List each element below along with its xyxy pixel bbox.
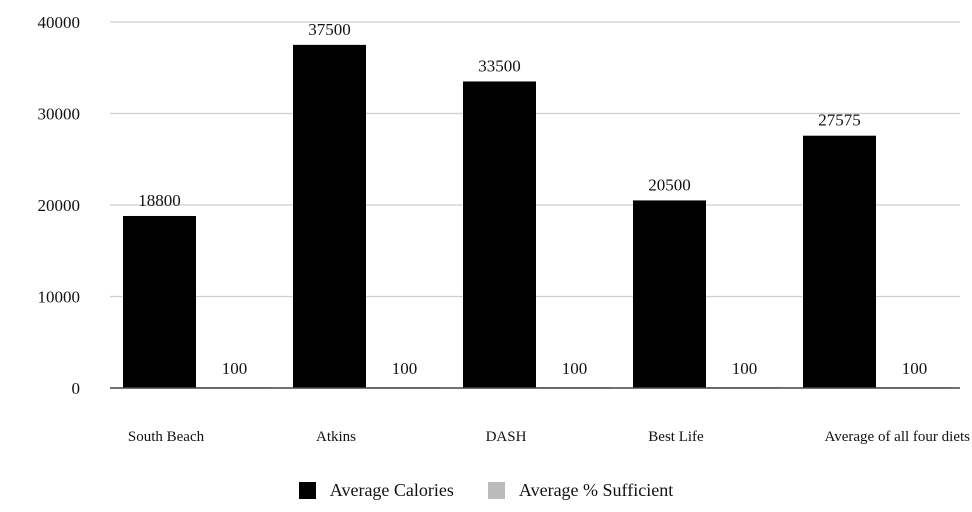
y-tick-label: 40000 (38, 13, 81, 32)
data-label-average-calories: 27575 (818, 111, 861, 130)
x-category-label: Best Life (648, 429, 704, 445)
legend: Average Calories Average % Sufficient (0, 480, 972, 501)
legend-item-average-sufficient: Average % Sufficient (487, 480, 674, 501)
bar-average-calories (803, 135, 876, 388)
data-label-average-calories: 18800 (138, 191, 181, 210)
x-category-label: DASH (486, 429, 527, 445)
x-category-label: South Beach (128, 429, 205, 445)
legend-swatch-average-calories (298, 482, 316, 499)
data-label-average-sufficient: 100 (902, 359, 928, 378)
y-tick-label: 30000 (38, 105, 81, 124)
x-category-label: Atkins (316, 429, 356, 445)
data-label-average-sufficient: 100 (562, 359, 588, 378)
y-tick-label: 20000 (38, 196, 81, 215)
y-tick-label: 10000 (38, 288, 81, 307)
data-label-average-calories: 33500 (478, 56, 521, 75)
data-label-average-sufficient: 100 (732, 359, 758, 378)
data-labels: 18800 100 37500 100 33500 100 20500 100 27575 100 (138, 20, 927, 378)
data-label-average-sufficient: 100 (222, 359, 248, 378)
y-axis-ticks: 0 10000 20000 30000 40000 (38, 13, 81, 398)
bar-average-calories (633, 200, 706, 388)
bar-average-calories (123, 215, 196, 388)
bar-chart-svg: 0 10000 20000 30000 40000 18800 100 37500 100 33… (38, 13, 971, 445)
x-axis-categories: South Beach Atkins DASH Best Life Average of… (128, 429, 970, 445)
bar-average-calories (463, 81, 536, 388)
data-label-average-sufficient: 100 (392, 359, 418, 378)
y-tick-label: 0 (72, 379, 81, 398)
bars (123, 44, 951, 388)
legend-label-average-sufficient: Average % Sufficient (518, 480, 674, 500)
x-category-label: Average of all four diets (825, 429, 971, 445)
legend-label-average-calories: Average Calories (329, 480, 454, 500)
bar-average-calories (293, 44, 366, 388)
legend-item-average-calories: Average Calories (298, 480, 454, 501)
data-label-average-calories: 20500 (648, 175, 691, 194)
data-label-average-calories: 37500 (308, 20, 351, 39)
legend-swatch-average-sufficient (487, 482, 505, 499)
